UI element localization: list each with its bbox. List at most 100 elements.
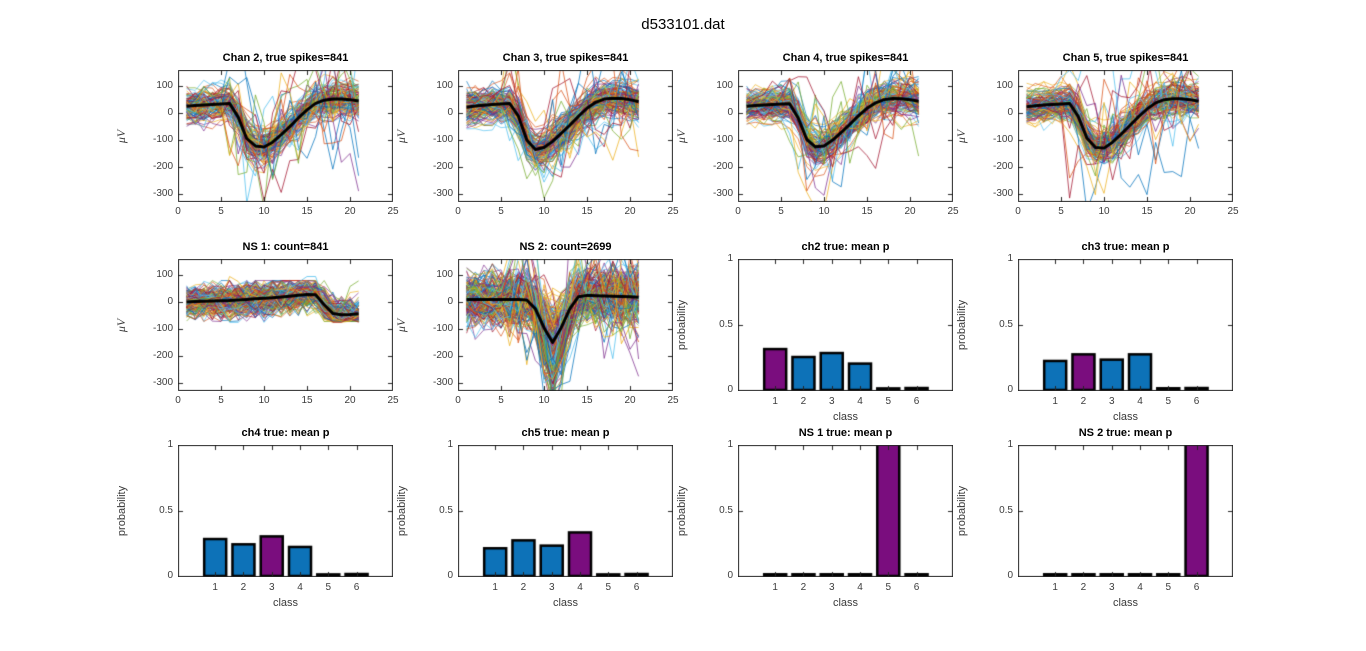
subplot-title-ns1-true: NS 1 true: mean p bbox=[798, 427, 893, 439]
class-tick-label: 4 bbox=[297, 582, 303, 593]
class-tick-label: 5 bbox=[605, 582, 612, 593]
y-tick-label: 0 bbox=[167, 107, 173, 119]
y-tick-label: 1 bbox=[1007, 439, 1013, 450]
x-axis-label-ns1-true: class bbox=[832, 597, 859, 609]
y-tick-label: 0.5 bbox=[999, 504, 1013, 516]
x-tick-label: 25 bbox=[1227, 206, 1239, 217]
class-tick-label: 1 bbox=[212, 582, 218, 593]
class-tick-label: 2 bbox=[1080, 396, 1087, 407]
x-tick-label: 20 bbox=[1184, 206, 1196, 217]
x-axis-label-ch5-true: class bbox=[552, 597, 579, 609]
class-tick-label: 5 bbox=[885, 396, 892, 407]
y-tick-label: 0 bbox=[1007, 570, 1013, 581]
y-tick-label: 0 bbox=[167, 570, 173, 581]
x-tick-label: 10 bbox=[538, 395, 550, 406]
y-tick-label: 1 bbox=[727, 253, 733, 264]
x-tick-label: 5 bbox=[218, 206, 224, 217]
subplot-title-chan2: Chan 2, true spikes=841 bbox=[222, 52, 349, 64]
subplot-title-chan3: Chan 3, true spikes=841 bbox=[502, 52, 629, 64]
class-tick-label: 3 bbox=[828, 396, 835, 407]
class-tick-label: 6 bbox=[633, 582, 640, 593]
plot-area-chan3 bbox=[458, 70, 673, 202]
class-tick-label: 1 bbox=[772, 396, 778, 407]
y-axis-label-ch3-true: probability bbox=[954, 259, 970, 391]
y-tick-label: 0 bbox=[447, 570, 453, 581]
y-tick-label: -200 bbox=[432, 160, 453, 172]
x-tick-label: 20 bbox=[624, 395, 636, 406]
y-tick-label: 0.5 bbox=[999, 318, 1013, 330]
y-tick-label: 0 bbox=[447, 296, 453, 308]
y-tick-label: -100 bbox=[432, 134, 453, 146]
y-axis-label-text: μV bbox=[114, 129, 129, 143]
x-tick-label: 25 bbox=[947, 206, 959, 217]
x-tick-label: 0 bbox=[175, 395, 181, 406]
y-tick-label: -300 bbox=[432, 376, 453, 388]
y-axis-label-chan5: μV bbox=[954, 70, 970, 202]
x-tick-label: 0 bbox=[455, 395, 461, 406]
class-tick-label: 6 bbox=[913, 396, 920, 407]
subplot-title-ns1: NS 1: count=841 bbox=[242, 241, 329, 253]
subplot-title-ns2: NS 2: count=2699 bbox=[519, 241, 612, 253]
y-tick-label: -100 bbox=[152, 134, 173, 146]
y-tick-label: 100 bbox=[996, 80, 1013, 92]
x-tick-label: 0 bbox=[735, 206, 741, 217]
class-tick-label: 1 bbox=[1052, 582, 1058, 593]
y-tick-label: 0 bbox=[727, 384, 733, 395]
class-tick-label: 2 bbox=[520, 582, 527, 593]
y-axis-label-text: probability bbox=[956, 299, 969, 351]
x-tick-label: 0 bbox=[455, 206, 461, 217]
y-axis-label-ns2: μV bbox=[394, 259, 410, 391]
subplot-title-ch2-true: ch2 true: mean p bbox=[801, 241, 890, 253]
x-tick-label: 5 bbox=[218, 395, 224, 406]
plot-area-ch4-true bbox=[178, 445, 393, 577]
y-tick-label: 0 bbox=[727, 107, 733, 119]
x-tick-label: 25 bbox=[667, 395, 679, 406]
x-tick-label: 10 bbox=[258, 206, 270, 217]
y-tick-label: 0 bbox=[167, 296, 173, 308]
y-tick-label: -100 bbox=[432, 323, 453, 335]
class-tick-label: 3 bbox=[268, 582, 275, 593]
plot-area-ns2-true bbox=[1018, 445, 1233, 577]
y-tick-label: -200 bbox=[432, 349, 453, 361]
y-tick-label: -200 bbox=[152, 160, 173, 172]
class-tick-label: 5 bbox=[1165, 396, 1172, 407]
y-tick-label: -100 bbox=[992, 134, 1013, 146]
class-tick-label: 3 bbox=[1108, 582, 1115, 593]
class-tick-label: 3 bbox=[828, 582, 835, 593]
y-axis-label-ch4-true: probability bbox=[114, 445, 130, 577]
y-axis-label-ns1-true: probability bbox=[674, 445, 690, 577]
plot-area-chan4 bbox=[738, 70, 953, 202]
x-tick-label: 5 bbox=[498, 206, 504, 217]
class-tick-label: 6 bbox=[1193, 582, 1200, 593]
class-tick-label: 5 bbox=[1165, 582, 1172, 593]
x-tick-label: 15 bbox=[581, 206, 593, 217]
x-tick-label: 20 bbox=[344, 206, 356, 217]
class-tick-label: 4 bbox=[857, 582, 863, 593]
x-tick-label: 5 bbox=[498, 395, 504, 406]
y-tick-label: 1 bbox=[167, 439, 173, 450]
x-axis-label-ns2-true: class bbox=[1112, 597, 1139, 609]
y-tick-label: 0 bbox=[1007, 384, 1013, 395]
y-tick-label: 0 bbox=[727, 570, 733, 581]
class-tick-label: 5 bbox=[885, 582, 892, 593]
subplot-title-chan4: Chan 4, true spikes=841 bbox=[782, 52, 909, 64]
class-tick-label: 4 bbox=[1137, 582, 1143, 593]
y-tick-label: 0 bbox=[447, 107, 453, 119]
y-tick-label: -100 bbox=[712, 134, 733, 146]
plot-area-ch2-true bbox=[738, 259, 953, 391]
y-tick-label: 100 bbox=[156, 269, 173, 281]
y-tick-label: 100 bbox=[156, 80, 173, 92]
y-tick-label: 1 bbox=[1007, 253, 1013, 264]
class-tick-label: 6 bbox=[1193, 396, 1200, 407]
y-tick-label: -200 bbox=[152, 349, 173, 361]
x-tick-label: 20 bbox=[904, 206, 916, 217]
y-tick-label: 100 bbox=[716, 80, 733, 92]
y-tick-label: -300 bbox=[152, 376, 173, 388]
y-axis-label-chan2: μV bbox=[114, 70, 130, 202]
y-axis-label-text: μV bbox=[674, 129, 689, 143]
